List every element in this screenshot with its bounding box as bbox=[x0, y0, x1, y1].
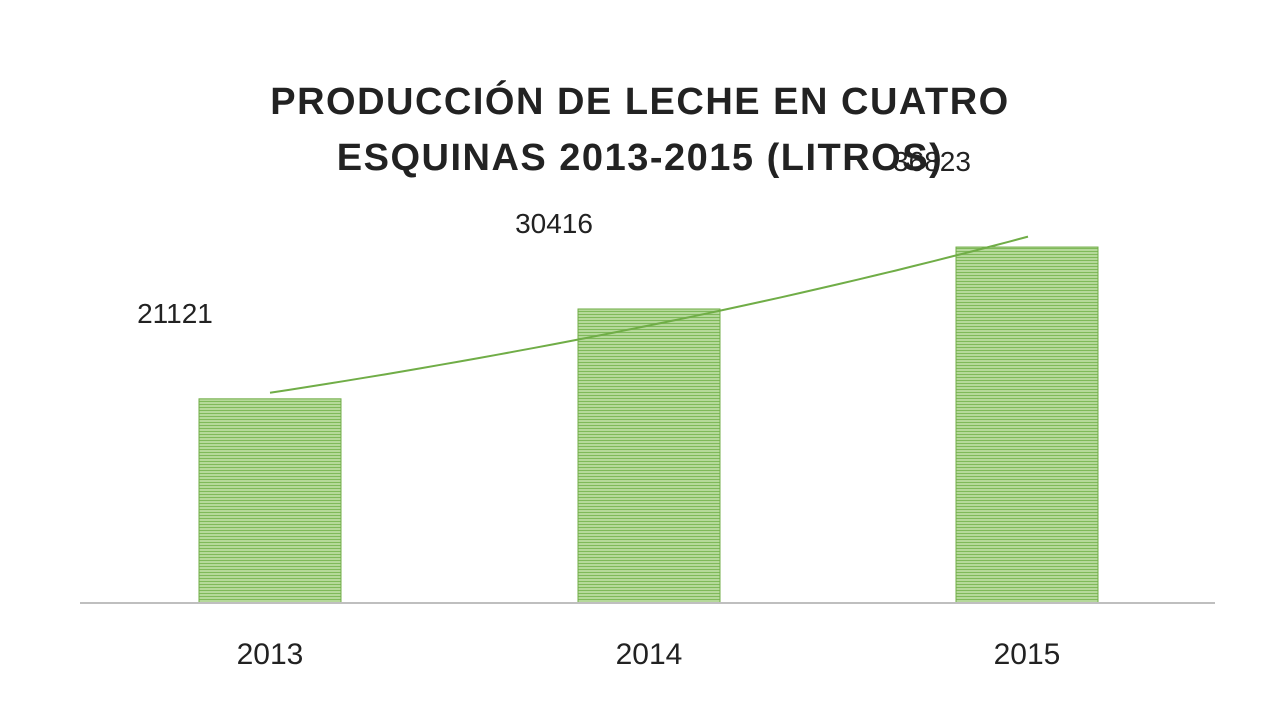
data-label-2013: 21121 bbox=[137, 298, 213, 329]
chart-title-line-1: PRODUCCIÓN DE LECHE EN CUATRO bbox=[270, 81, 1010, 123]
chart-title-line-2: ESQUINAS 2013-2015 (LITROS) bbox=[336, 137, 944, 179]
data-labels: 21121 30416 36823 bbox=[137, 146, 971, 329]
x-tick-label-2013: 2013 bbox=[237, 638, 304, 671]
bar-2015 bbox=[955, 246, 1099, 604]
x-tick-label-2015: 2015 bbox=[994, 638, 1061, 671]
data-label-2014: 30416 bbox=[515, 208, 593, 239]
trendline bbox=[269, 235, 1029, 394]
data-label-2015: 36823 bbox=[893, 146, 971, 177]
bar-2013 bbox=[198, 398, 342, 604]
bars bbox=[198, 246, 1099, 604]
chart-title: PRODUCCIÓN DE LECHE EN CUATRO ESQUINAS 2… bbox=[190, 74, 1090, 186]
trendline-group bbox=[269, 235, 1029, 394]
bar-2014 bbox=[577, 308, 721, 604]
x-tick-label-2014: 2014 bbox=[616, 638, 683, 671]
x-tick-labels: 2013 2014 2015 bbox=[237, 638, 1061, 671]
